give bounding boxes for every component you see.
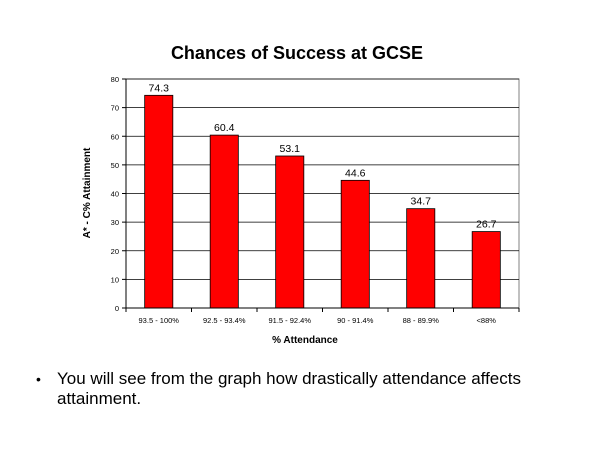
- x-tick-label: 93.5 - 100%: [139, 316, 180, 325]
- y-tick-label: 0: [115, 304, 119, 313]
- bullet-point: • You will see from the graph how drasti…: [36, 369, 576, 409]
- bar: [340, 179, 370, 309]
- data-label: 44.6: [345, 167, 366, 179]
- y-axis-title: A* - C% Attainment: [82, 147, 93, 238]
- x-tick-label: 90 - 91.4%: [337, 316, 374, 325]
- data-label: 26.7: [476, 219, 497, 231]
- x-tick-label: 92.5 - 93.4%: [203, 316, 246, 325]
- y-tick-label: 40: [111, 190, 119, 199]
- y-tick-label: 60: [111, 132, 119, 141]
- bar: [471, 231, 501, 309]
- data-label: 60.4: [214, 122, 235, 134]
- y-tick-label: 20: [111, 247, 119, 256]
- y-tick-label: 30: [111, 218, 119, 227]
- data-label: 34.7: [411, 196, 432, 208]
- x-tick-label: <88%: [477, 316, 497, 325]
- y-axis-ticks: 0 10 20 30 40 50 60 70 80: [111, 75, 126, 313]
- y-tick-label: 70: [111, 104, 119, 113]
- bar: [144, 94, 174, 309]
- bar-chart: Chances of Success at GCSE 74.3 60.4 53.1 4…: [82, 43, 520, 346]
- x-axis-ticks: 93.5 - 100% 92.5 - 93.4% 91.5 - 92.4% 90 - …: [125, 308, 520, 325]
- y-tick-label: 50: [111, 161, 119, 170]
- chart-title: Chances of Success at GCSE: [171, 43, 423, 63]
- bullet-text: You will see from the graph how drastica…: [57, 369, 521, 408]
- bullet-icon: •: [36, 371, 41, 387]
- x-tick-label: 91.5 - 92.4%: [268, 316, 311, 325]
- x-tick-label: 88 - 89.9%: [403, 316, 440, 325]
- y-tick-label: 10: [111, 275, 119, 284]
- bar: [406, 208, 436, 309]
- bars: 74.3 60.4 53.1 44.6 34.7 26.7: [144, 82, 501, 309]
- data-label: 53.1: [280, 143, 301, 155]
- y-tick-label: 80: [111, 75, 119, 84]
- data-label: 74.3: [149, 82, 170, 94]
- gridlines: [126, 78, 519, 280]
- bar: [275, 155, 305, 309]
- x-axis-title: % Attendance: [272, 335, 338, 346]
- bar: [209, 134, 239, 309]
